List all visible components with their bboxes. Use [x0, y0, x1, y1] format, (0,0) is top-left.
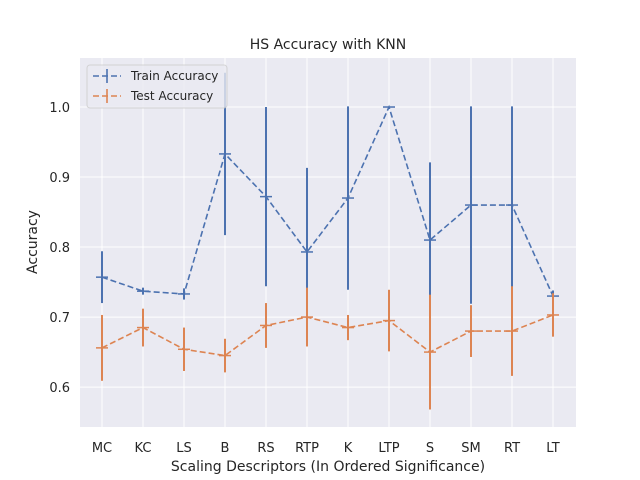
legend: Train Accuracy Test Accuracy — [86, 64, 228, 109]
x-axis-label: Scaling Descriptors (In Ordered Signific… — [171, 459, 485, 475]
chart-title: HS Accuracy with KNN — [250, 37, 407, 53]
x-tick-label: LT — [546, 441, 559, 456]
series-layer — [96, 72, 559, 410]
y-tick-label: 0.8 — [49, 241, 70, 256]
legend-label: Test Accuracy — [130, 89, 213, 103]
x-tick-label: RS — [257, 441, 274, 456]
series-line — [101, 314, 554, 357]
series-0 — [96, 72, 559, 336]
x-tick-label: KC — [135, 441, 152, 456]
x-tick-label: LS — [176, 441, 192, 456]
series-1 — [96, 286, 559, 410]
x-tick-label: MC — [92, 441, 112, 456]
series-line — [101, 104, 554, 297]
y-tick-label: 0.9 — [49, 171, 70, 186]
y-tick-labels: 0.6 0.7 0.8 0.9 1.0 — [49, 101, 70, 396]
x-tick-label: RT — [504, 441, 520, 456]
x-tick-labels: MC KC LS B RS RTP K LTP S SM RT LT — [92, 441, 560, 456]
x-tick-label: RTP — [295, 441, 319, 456]
x-tick-label: K — [344, 441, 353, 456]
y-tick-label: 0.7 — [49, 311, 70, 326]
x-tick-label: LTP — [378, 441, 399, 456]
y-tick-label: 1.0 — [49, 101, 70, 116]
legend-label: Train Accuracy — [130, 69, 218, 83]
y-axis-label: Accuracy — [25, 210, 41, 274]
x-tick-label: SM — [461, 441, 480, 456]
legend-box — [86, 64, 228, 109]
x-tick-label: B — [221, 441, 230, 456]
y-tick-label: 0.6 — [49, 381, 70, 396]
x-tick-label: S — [426, 441, 434, 456]
plot-area — [80, 58, 576, 427]
